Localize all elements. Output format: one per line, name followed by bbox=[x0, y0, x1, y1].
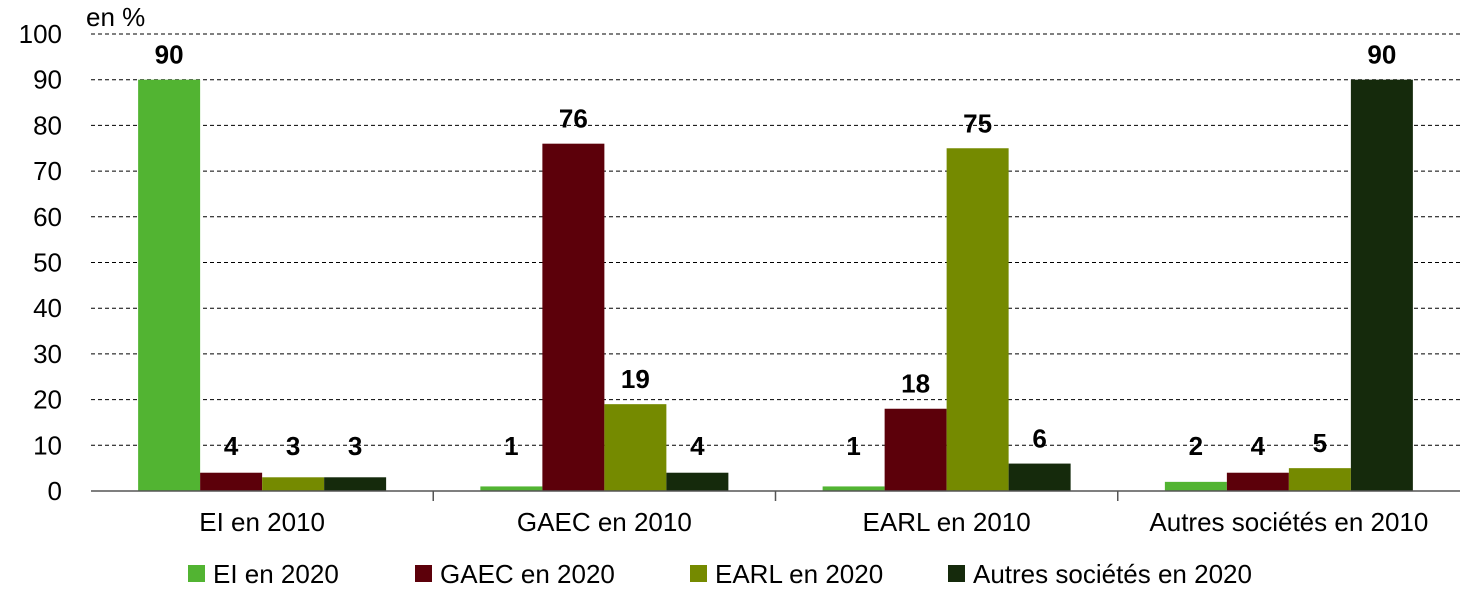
y-tick-label: 50 bbox=[33, 248, 62, 278]
bar bbox=[542, 143, 605, 491]
y-tick-label: 40 bbox=[33, 293, 62, 323]
data-label: 90 bbox=[155, 40, 184, 70]
bar bbox=[138, 79, 201, 491]
legend-label: EI en 2020 bbox=[213, 559, 339, 589]
legend-swatch bbox=[948, 565, 965, 582]
data-label: 4 bbox=[690, 431, 705, 461]
y-tick-label: 60 bbox=[33, 202, 62, 232]
data-label: 4 bbox=[224, 431, 239, 461]
x-tick-label: Autres sociétés en 2010 bbox=[1149, 507, 1428, 537]
bar bbox=[822, 486, 885, 491]
legend-label: Autres sociétés en 2020 bbox=[973, 559, 1252, 589]
x-tick-label: GAEC en 2010 bbox=[517, 507, 692, 537]
y-tick-label: 0 bbox=[48, 476, 62, 506]
y-tick-label: 100 bbox=[19, 19, 62, 49]
bar bbox=[884, 408, 947, 491]
data-label: 18 bbox=[901, 369, 930, 399]
bar bbox=[1226, 472, 1289, 491]
y-tick-label: 80 bbox=[33, 110, 62, 140]
bar bbox=[946, 148, 1009, 491]
y-unit-label: en % bbox=[86, 2, 145, 32]
data-label: 76 bbox=[559, 104, 588, 134]
data-label: 19 bbox=[621, 364, 650, 394]
legend-swatch bbox=[415, 565, 432, 582]
y-tick-label: 90 bbox=[33, 65, 62, 95]
bar bbox=[324, 477, 387, 491]
bar bbox=[1008, 463, 1071, 491]
data-label: 75 bbox=[963, 108, 992, 138]
bar bbox=[262, 477, 325, 491]
bar bbox=[1350, 79, 1413, 491]
x-tick-label: EI en 2010 bbox=[199, 507, 325, 537]
legend-swatch bbox=[690, 565, 707, 582]
data-label: 1 bbox=[504, 431, 518, 461]
y-tick-label: 30 bbox=[33, 339, 62, 369]
data-label: 90 bbox=[1367, 40, 1396, 70]
bar bbox=[666, 472, 729, 491]
data-label: 2 bbox=[1189, 431, 1203, 461]
bar bbox=[200, 472, 263, 491]
legend-label: EARL en 2020 bbox=[715, 559, 883, 589]
legend-swatch bbox=[188, 565, 205, 582]
data-label: 3 bbox=[348, 431, 362, 461]
x-tick-label: EARL en 2010 bbox=[863, 507, 1031, 537]
bar bbox=[480, 486, 543, 491]
data-label: 3 bbox=[286, 431, 300, 461]
data-label: 4 bbox=[1251, 431, 1266, 461]
bar bbox=[604, 404, 667, 491]
bar bbox=[1164, 481, 1227, 491]
bar bbox=[1288, 468, 1351, 491]
data-label: 1 bbox=[846, 431, 860, 461]
y-tick-label: 10 bbox=[33, 430, 62, 460]
legend-label: GAEC en 2020 bbox=[440, 559, 615, 589]
y-tick-label: 20 bbox=[33, 385, 62, 415]
y-tick-label: 70 bbox=[33, 156, 62, 186]
data-label: 5 bbox=[1313, 428, 1327, 458]
data-label: 6 bbox=[1032, 424, 1046, 454]
